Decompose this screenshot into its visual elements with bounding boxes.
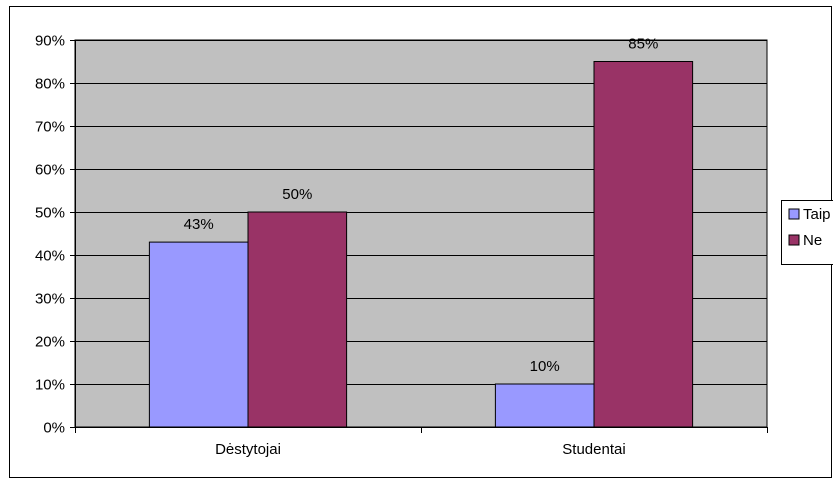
legend-label-taip: Taip [803,206,831,223]
data-label: 10% [530,358,560,375]
bar-taip-1 [494,383,595,428]
y-tick-label: 60% [35,162,65,179]
y-tick-label: 90% [35,33,65,50]
legend: Taip Ne [781,200,833,265]
y-tick-label: 70% [35,119,65,136]
bars [148,61,694,428]
legend-swatch-ne [788,234,800,246]
category-label: Studentai [562,441,625,458]
data-label: 50% [282,186,312,203]
bar-ne-1 [593,61,694,428]
data-label: 85% [628,36,658,53]
y-tick-label: 20% [35,334,65,351]
y-tick-label: 80% [35,76,65,93]
bar-ne-0 [247,211,348,428]
data-label: 43% [184,216,214,233]
y-tick-label: 30% [35,291,65,308]
y-tick-label: 10% [35,377,65,394]
category-label: Dėstytojai [215,441,281,458]
y-tick-label: 50% [35,205,65,222]
y-tick-label: 0% [43,420,65,437]
legend-swatch-taip [788,208,800,220]
legend-label-ne: Ne [803,232,822,249]
data-labels: 43% 10% 50% 85% [184,36,659,376]
bar-taip-0 [148,241,249,428]
axes: 0% 10% 20% 30% 40% 50% 60% 70% 80% 90% Dėstytojai S… [35,33,768,458]
y-tick-label: 40% [35,248,65,265]
